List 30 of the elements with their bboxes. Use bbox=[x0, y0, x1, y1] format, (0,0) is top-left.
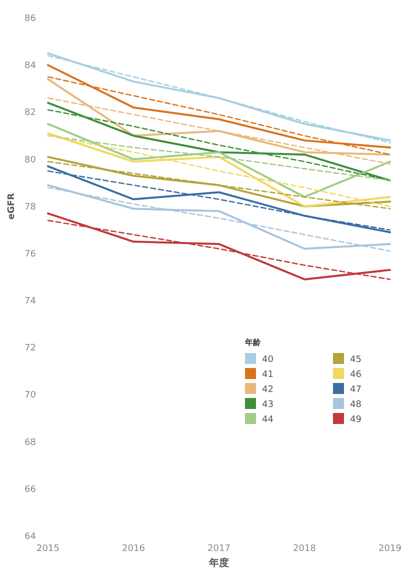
legend-label: 40 bbox=[262, 355, 274, 365]
y-tick-label: 70 bbox=[24, 390, 36, 401]
y-tick-label: 64 bbox=[24, 532, 36, 542]
y-tick-label: 86 bbox=[24, 14, 36, 24]
y-axis-title: eGFR bbox=[7, 193, 17, 220]
y-tick-label: 80 bbox=[24, 155, 36, 166]
y-tick-label: 76 bbox=[24, 249, 36, 260]
legend-label: 42 bbox=[262, 385, 274, 395]
y-tick-label: 74 bbox=[24, 296, 36, 307]
y-tick-label: 66 bbox=[24, 484, 36, 495]
y-tick-label: 72 bbox=[24, 344, 36, 354]
legend-label: 47 bbox=[350, 385, 362, 395]
y-tick-label: 84 bbox=[24, 61, 36, 72]
legend-label: 49 bbox=[350, 415, 362, 425]
legend-label: 46 bbox=[350, 370, 362, 380]
y-tick-label: 82 bbox=[24, 108, 36, 118]
x-tick-label: 2015 bbox=[36, 544, 60, 554]
x-tick-label: 2018 bbox=[293, 544, 316, 554]
legend-title: 年龄 bbox=[244, 338, 262, 347]
y-tick-label: 78 bbox=[24, 202, 36, 212]
y-tick-label: 68 bbox=[24, 438, 36, 448]
x-tick-label: 2019 bbox=[378, 544, 402, 554]
legend-label: 48 bbox=[350, 400, 362, 410]
x-tick-label: 2017 bbox=[208, 544, 230, 554]
legend-label: 43 bbox=[262, 400, 274, 410]
legend-label: 41 bbox=[262, 370, 274, 380]
x-tick-label: 2016 bbox=[122, 544, 146, 554]
x-axis-title: 年度 bbox=[208, 557, 229, 569]
legend-label: 44 bbox=[262, 415, 274, 425]
legend-label: 45 bbox=[350, 355, 362, 365]
